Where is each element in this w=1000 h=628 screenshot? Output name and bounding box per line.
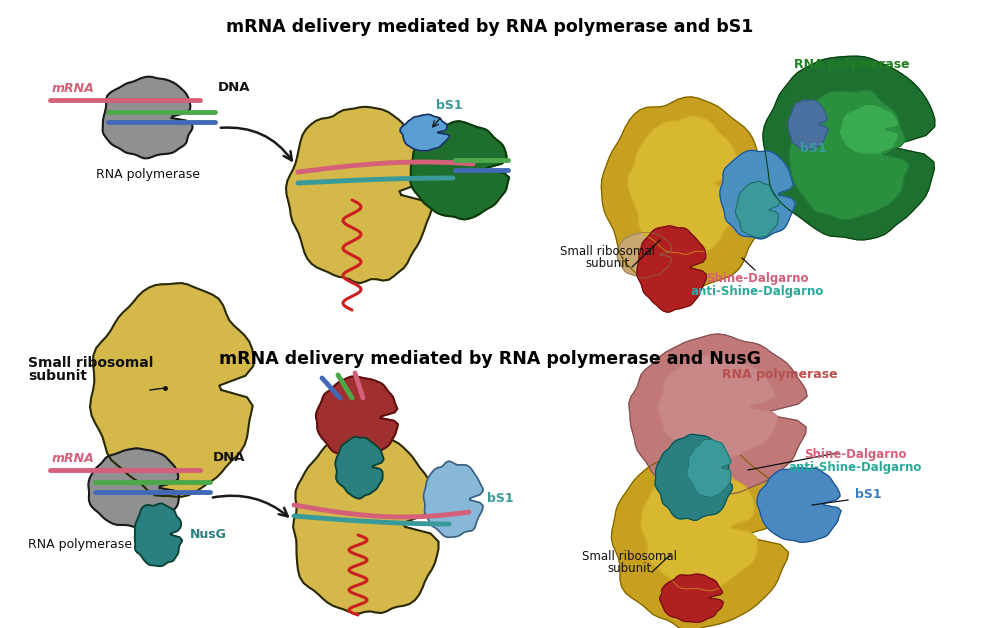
Polygon shape — [840, 104, 899, 154]
Polygon shape — [687, 440, 731, 497]
Text: mRNA: mRNA — [52, 452, 95, 465]
Polygon shape — [629, 334, 807, 494]
Polygon shape — [720, 150, 795, 239]
Text: bS1: bS1 — [487, 492, 514, 504]
Polygon shape — [788, 100, 828, 149]
Polygon shape — [103, 77, 193, 158]
Text: Shine-Dalgarno: Shine-Dalgarno — [706, 272, 808, 285]
Polygon shape — [601, 97, 765, 290]
Text: RNA polymerase: RNA polymerase — [28, 538, 132, 551]
Text: RNA polymerase: RNA polymerase — [96, 168, 200, 181]
Text: bS1: bS1 — [855, 489, 882, 502]
Text: bS1: bS1 — [800, 141, 827, 154]
Text: DNA: DNA — [213, 451, 246, 464]
Text: RNA polymerase: RNA polymerase — [722, 368, 838, 381]
Text: mRNA delivery mediated by RNA polymerase and NusG: mRNA delivery mediated by RNA polymerase… — [219, 350, 761, 368]
Polygon shape — [637, 226, 706, 312]
Polygon shape — [655, 435, 732, 521]
Polygon shape — [316, 376, 398, 458]
Polygon shape — [660, 574, 723, 622]
Polygon shape — [789, 90, 909, 220]
Text: NusG: NusG — [190, 528, 227, 541]
Text: mRNA: mRNA — [52, 82, 95, 95]
Text: RNA polymerase: RNA polymerase — [794, 58, 910, 71]
Text: subunit: subunit — [28, 369, 87, 383]
Polygon shape — [286, 107, 432, 283]
Text: Small ribosomal: Small ribosomal — [28, 356, 153, 370]
Polygon shape — [657, 356, 777, 460]
Text: DNA: DNA — [218, 81, 250, 94]
Text: mRNA delivery mediated by RNA polymerase and bS1: mRNA delivery mediated by RNA polymerase… — [226, 18, 754, 36]
Polygon shape — [400, 114, 450, 151]
Text: subunit: subunit — [608, 562, 652, 575]
Polygon shape — [90, 283, 254, 497]
Polygon shape — [424, 462, 483, 538]
Text: Small ribosomal: Small ribosomal — [560, 245, 656, 258]
Polygon shape — [611, 445, 789, 628]
Text: anti-Shine-Dalgarno: anti-Shine-Dalgarno — [690, 285, 824, 298]
Polygon shape — [88, 448, 179, 528]
Text: anti-Shine-Dalgarno: anti-Shine-Dalgarno — [788, 461, 922, 474]
Text: subunit: subunit — [586, 257, 630, 270]
Polygon shape — [736, 181, 780, 237]
Text: Small ribosomal: Small ribosomal — [582, 550, 678, 563]
Text: Shine-Dalgarno: Shine-Dalgarno — [804, 448, 906, 461]
Polygon shape — [293, 435, 438, 614]
Polygon shape — [763, 57, 935, 240]
Polygon shape — [410, 121, 509, 219]
Polygon shape — [135, 504, 182, 566]
Polygon shape — [641, 466, 757, 591]
Polygon shape — [335, 437, 384, 499]
Polygon shape — [628, 116, 740, 254]
Polygon shape — [617, 232, 672, 278]
Text: bS1: bS1 — [436, 99, 463, 112]
Polygon shape — [757, 468, 841, 543]
